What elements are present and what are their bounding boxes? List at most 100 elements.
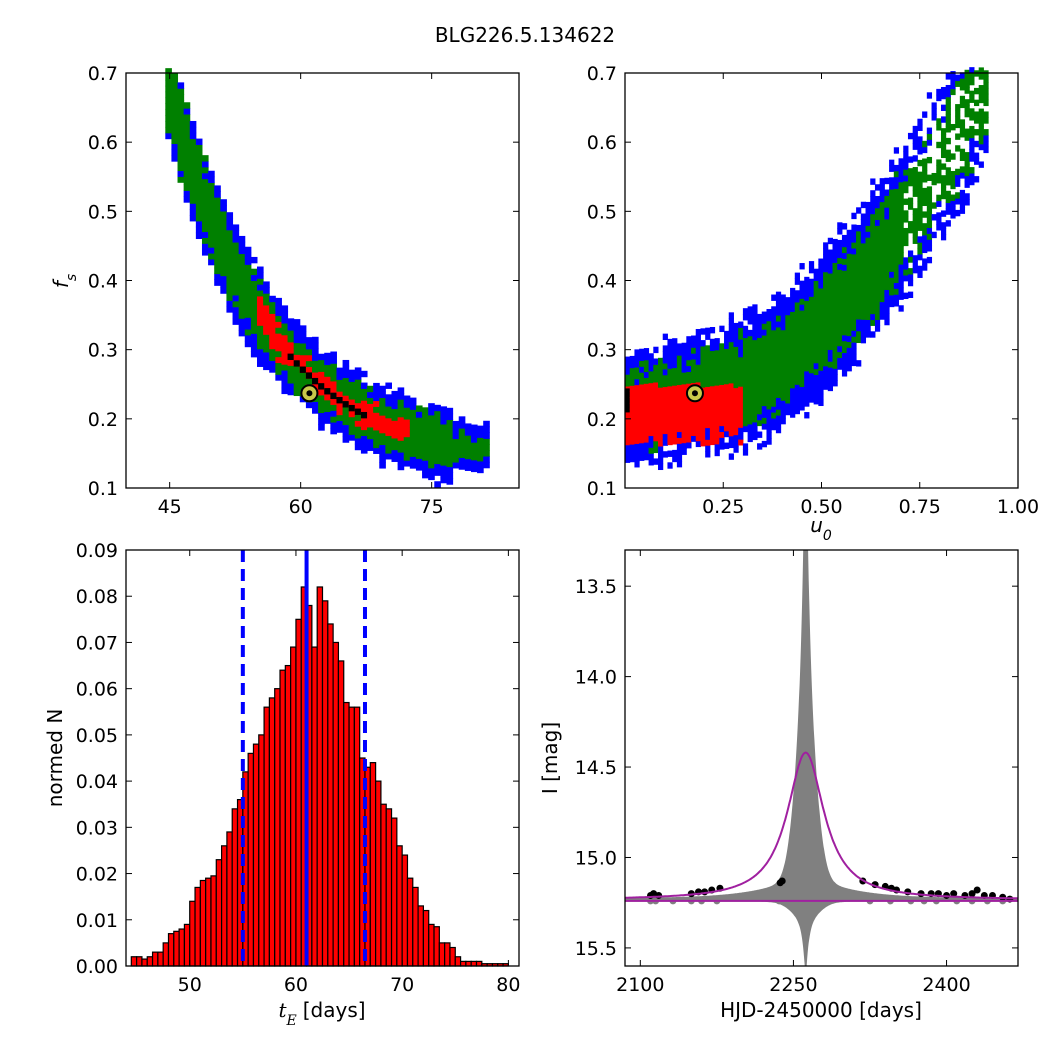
heatmap-cell xyxy=(434,457,441,465)
heatmap-cell xyxy=(757,343,763,350)
heatmap-cell xyxy=(785,338,791,345)
heatmap-cell xyxy=(336,379,344,386)
heatmap-cell xyxy=(348,416,356,424)
heatmap-cell xyxy=(771,417,777,425)
heatmap-cell xyxy=(662,415,668,423)
heatmap-cell xyxy=(724,354,730,361)
heatmap-cell xyxy=(841,358,848,365)
heatmap-cell xyxy=(724,336,730,344)
heatmap-cell xyxy=(201,172,209,180)
heatmap-cell xyxy=(780,417,786,425)
heatmap-cell xyxy=(281,381,289,389)
heatmap-cell xyxy=(945,126,951,133)
heatmap-cell xyxy=(220,275,227,283)
heatmap-cell xyxy=(342,395,350,402)
heatmap-cell xyxy=(922,146,928,154)
heatmap-cell xyxy=(903,263,909,270)
heatmap-cell xyxy=(780,359,786,366)
heatmap-cell xyxy=(714,349,720,357)
heatmap-cell xyxy=(470,453,478,461)
heatmap-cell xyxy=(719,402,725,409)
heatmap-cell xyxy=(860,201,867,209)
heatmap-cell xyxy=(385,435,392,442)
heatmap-cell xyxy=(785,408,791,416)
heatmap-cell xyxy=(305,360,313,368)
heatmap-cell xyxy=(348,422,356,429)
heatmap-cell xyxy=(373,412,380,419)
heatmap-cell xyxy=(483,456,490,463)
heatmap-cell xyxy=(818,340,824,348)
heatmap-cell xyxy=(183,143,191,150)
heatmap-cell xyxy=(269,331,276,338)
heatmap-cell xyxy=(662,427,668,435)
heatmap-cell xyxy=(799,404,805,411)
heatmap-cell xyxy=(719,407,725,415)
heatmap-cell xyxy=(766,356,772,363)
heatmap-cell xyxy=(728,365,734,372)
heatmap-cell xyxy=(275,350,282,358)
heatmap-cell xyxy=(643,400,650,408)
heatmap-cell xyxy=(244,299,252,307)
heatmap-cell xyxy=(446,454,454,462)
heatmap-cell xyxy=(226,288,234,296)
heatmap-cell xyxy=(446,448,454,456)
heatmap-cell xyxy=(171,84,179,92)
heatmap-cell xyxy=(330,422,337,429)
heatmap-cell xyxy=(808,319,815,327)
heatmap-cell xyxy=(752,392,758,399)
heatmap-cell xyxy=(397,452,405,459)
heatmap-cell xyxy=(367,385,374,393)
heatmap-cell xyxy=(837,334,843,341)
histogram-bar xyxy=(247,752,255,967)
heatmap-cell xyxy=(232,312,240,319)
heatmap-cell xyxy=(385,423,392,431)
heatmap-cell xyxy=(177,105,185,113)
heatmap-cell xyxy=(823,318,829,326)
heatmap-cell xyxy=(318,389,325,396)
heatmap-cell xyxy=(851,242,857,249)
heatmap-cell xyxy=(705,351,711,358)
heatmap-cell xyxy=(415,464,423,471)
heatmap-cell xyxy=(761,364,767,371)
heatmap-cell xyxy=(728,441,734,449)
heatmap-cell xyxy=(733,434,739,442)
heatmap-cell xyxy=(936,224,942,231)
heatmap-cell xyxy=(808,296,815,303)
heatmap-cell xyxy=(926,156,933,164)
heatmap-cell xyxy=(440,429,448,437)
heatmap-cell xyxy=(841,299,848,306)
data-point xyxy=(968,890,976,898)
heatmap-cell xyxy=(874,260,881,268)
heatmap-cell xyxy=(287,347,295,355)
heatmap-cell xyxy=(183,131,191,139)
histogram-bar xyxy=(417,905,425,967)
heatmap-cell xyxy=(483,420,490,428)
y-tick-label: 0.5 xyxy=(587,201,617,223)
heatmap-cell xyxy=(724,442,730,449)
heatmap-cell xyxy=(889,194,895,202)
heatmap-cell xyxy=(201,190,209,197)
heatmap-cell xyxy=(672,414,678,421)
heatmap-cell xyxy=(860,295,867,303)
heatmap-cell xyxy=(318,365,325,372)
heatmap-cell xyxy=(846,317,852,325)
heatmap-cell xyxy=(639,401,645,409)
heatmap-cell xyxy=(629,379,635,386)
heatmap-cell xyxy=(804,370,810,378)
heatmap-cell xyxy=(269,336,276,344)
heatmap-cell xyxy=(742,337,749,344)
heatmap-cell xyxy=(808,313,815,321)
heatmap-cell xyxy=(705,392,711,399)
heatmap-cell xyxy=(922,264,928,271)
heatmap-cell xyxy=(874,196,881,203)
heatmap-cell xyxy=(415,411,423,418)
heatmap-cell xyxy=(757,396,763,403)
heatmap-cell xyxy=(354,408,362,415)
heatmap-cell xyxy=(714,426,720,433)
heatmap-cell xyxy=(695,376,701,383)
heatmap-cell xyxy=(214,208,221,216)
heatmap-cell xyxy=(841,223,848,230)
heatmap-cell xyxy=(672,420,678,427)
heatmap-cell xyxy=(672,438,678,445)
